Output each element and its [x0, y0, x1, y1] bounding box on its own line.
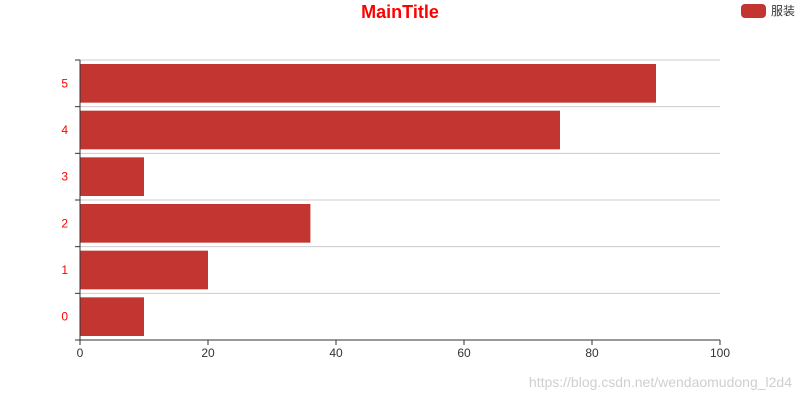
x-axis-label-20: 20	[201, 346, 215, 360]
x-axis-label-80: 80	[585, 346, 599, 360]
watermark-text: https://blog.csdn.net/wendaomudong_l2d4	[529, 374, 792, 390]
y-axis-label-4: 4	[61, 123, 68, 137]
bar-0[interactable]	[80, 297, 144, 336]
bar-5[interactable]	[80, 64, 656, 103]
bar-4[interactable]	[80, 110, 560, 150]
chart-title: MainTitle	[361, 2, 439, 22]
bar-1[interactable]	[80, 250, 208, 290]
bar-3[interactable]	[80, 157, 144, 196]
legend[interactable]: 服装	[741, 4, 795, 18]
legend-swatch[interactable]	[741, 4, 766, 18]
x-axis-label-40: 40	[329, 346, 343, 360]
bar-2[interactable]	[80, 204, 311, 243]
y-axis-label-5: 5	[61, 76, 68, 90]
y-axis-label-1: 1	[61, 263, 68, 277]
y-axis-label-2: 2	[61, 216, 68, 230]
axis-layer: 0 1 2 3 4 5 0 20 40 60 80 100	[61, 59, 730, 360]
legend-label[interactable]: 服装	[771, 4, 795, 18]
y-axis-label-0: 0	[61, 310, 68, 324]
y-axis-label-3: 3	[61, 170, 68, 184]
x-axis-label-60: 60	[457, 346, 471, 360]
x-axis-label-100: 100	[710, 346, 730, 360]
bars-layer	[80, 64, 656, 336]
x-axis-label-0: 0	[77, 346, 84, 360]
